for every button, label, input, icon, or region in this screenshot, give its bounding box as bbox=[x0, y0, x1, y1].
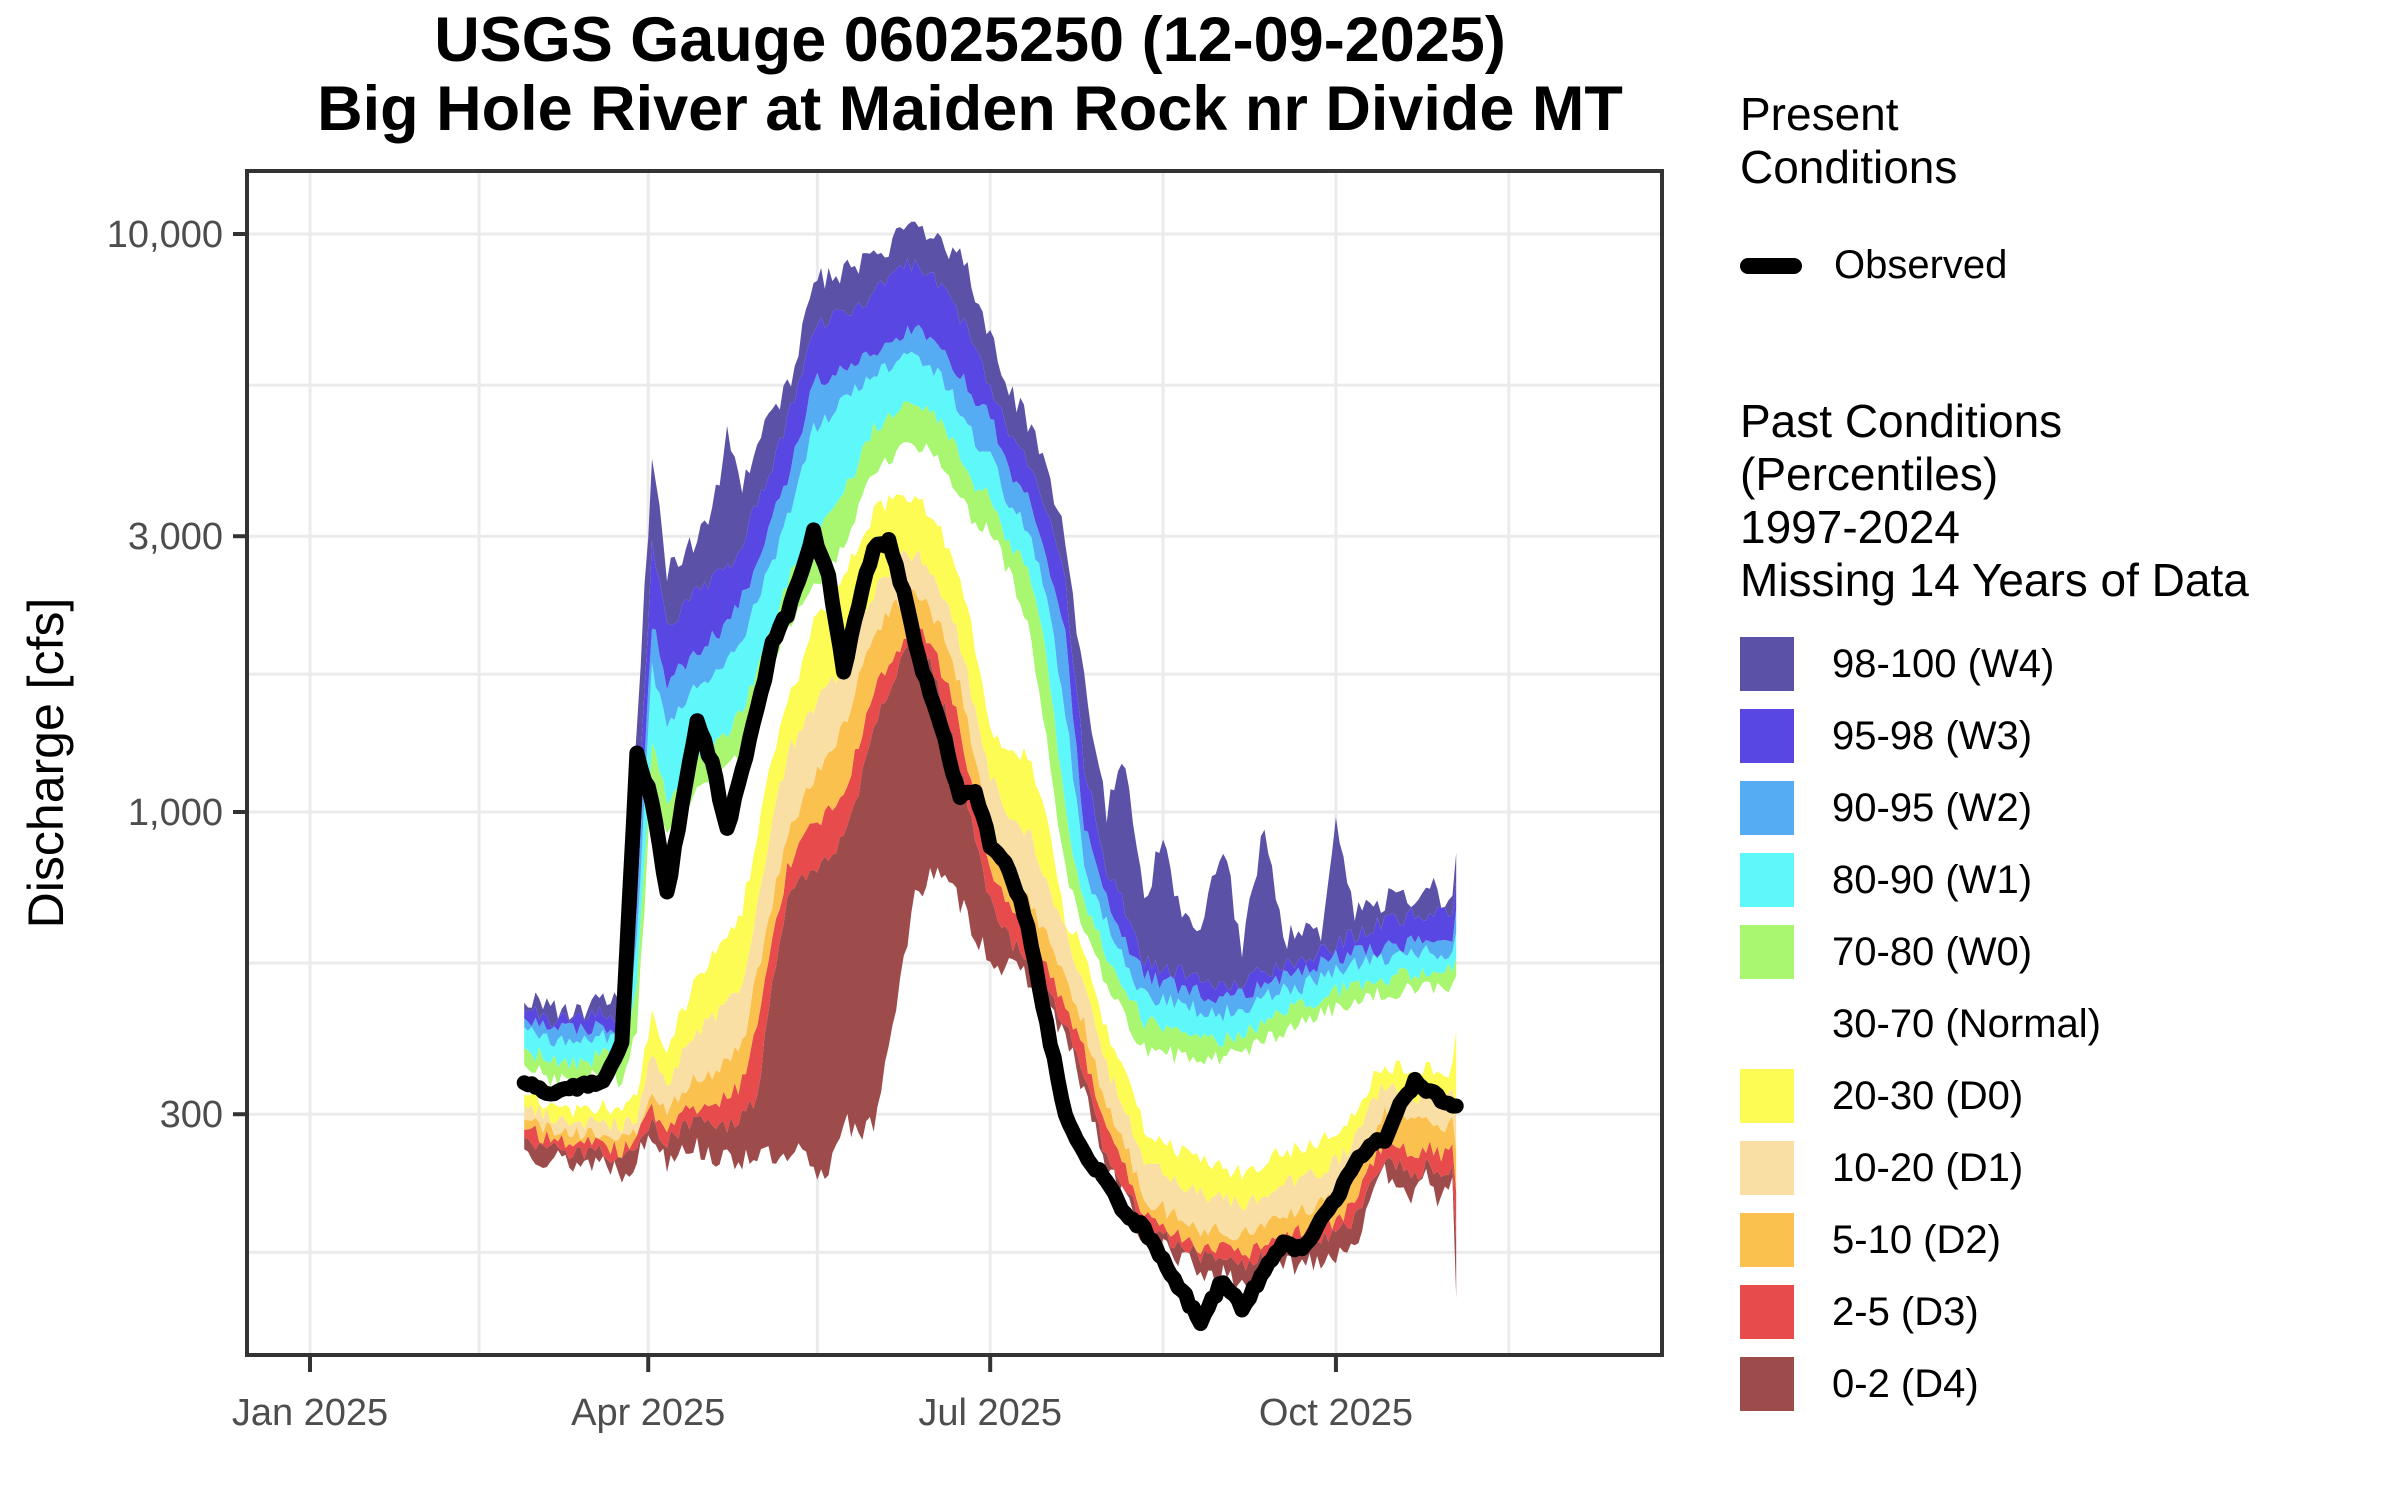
y-tick-label: 300 bbox=[160, 1094, 223, 1136]
legend-item-80-90-w1-: 80-90 (W1) bbox=[1740, 844, 2101, 916]
legend-item-0-2-d4-: 0-2 (D4) bbox=[1740, 1348, 2101, 1420]
chart-title-line1: USGS Gauge 06025250 (12-09-2025) bbox=[434, 5, 1506, 75]
legend-item-10-20-d1-: 10-20 (D1) bbox=[1740, 1132, 2101, 1204]
percentile-band-p98-p100 bbox=[524, 221, 1457, 1027]
legend-swatch bbox=[1740, 709, 1794, 763]
legend-item-95-98-w3-: 95-98 (W3) bbox=[1740, 700, 2101, 772]
legend-item-label: 20-30 (D0) bbox=[1832, 1073, 2024, 1118]
legend-item-70-80-w0-: 70-80 (W0) bbox=[1740, 916, 2101, 988]
chart-title-line2: Big Hole River at Maiden Rock nr Divide … bbox=[317, 74, 1623, 144]
x-tick-label: Oct 2025 bbox=[1259, 1392, 1413, 1434]
legend-item-label: 90-95 (W2) bbox=[1832, 785, 2033, 830]
percentile-band-p80-p90 bbox=[524, 351, 1457, 1070]
legend-item-label: 0-2 (D4) bbox=[1832, 1361, 1979, 1406]
legend-item-label: 2-5 (D3) bbox=[1832, 1289, 1979, 1334]
legend-swatch bbox=[1740, 1357, 1794, 1411]
y-tick-label: 1,000 bbox=[128, 792, 223, 834]
legend-swatch bbox=[1740, 1069, 1794, 1123]
legend-item-2-5-d3-: 2-5 (D3) bbox=[1740, 1276, 2101, 1348]
y-tick-label: 3,000 bbox=[128, 516, 223, 558]
legend-item-label: 5-10 (D2) bbox=[1832, 1217, 2001, 1262]
legend-swatch bbox=[1740, 781, 1794, 835]
percentile-band-p30-p70 bbox=[524, 442, 1457, 1180]
legend-item-label: 10-20 (D1) bbox=[1832, 1145, 2024, 1190]
legend-item-30-70-normal-: 30-70 (Normal) bbox=[1740, 988, 2101, 1060]
legend-item-5-10-d2-: 5-10 (D2) bbox=[1740, 1204, 2101, 1276]
percentile-band-p95-p98 bbox=[524, 258, 1457, 1036]
legend-swatch bbox=[1740, 1141, 1794, 1195]
observed-line bbox=[516, 522, 1464, 1331]
legend-swatch bbox=[1740, 1213, 1794, 1267]
legend-item-20-30-d0-: 20-30 (D0) bbox=[1740, 1060, 2101, 1132]
x-tick-label: Jul 2025 bbox=[918, 1392, 1062, 1434]
legend-item-label: 95-98 (W3) bbox=[1832, 713, 2033, 758]
legend-swatch bbox=[1740, 637, 1794, 691]
plot-border bbox=[245, 169, 1664, 1357]
legend-swatch bbox=[1740, 853, 1794, 907]
legend-observed-row: Observed bbox=[1740, 243, 2007, 288]
legend-item-label: 30-70 (Normal) bbox=[1832, 1001, 2101, 1046]
observed-line-key bbox=[1740, 257, 1802, 274]
y-tick-label: 10,000 bbox=[107, 214, 223, 256]
legend-item-label: 70-80 (W0) bbox=[1832, 929, 2033, 974]
x-tick-label: Apr 2025 bbox=[571, 1392, 725, 1434]
legend-percentile-items: 98-100 (W4) 95-98 (W3) 90-95 (W2) 80-90 (W1… bbox=[1740, 628, 2101, 1420]
percentile-band-p0-p2 bbox=[524, 638, 1457, 1299]
legend-past-title: Past Conditions (Percentiles) 1997-2024 … bbox=[1740, 395, 2249, 606]
observed-label: Observed bbox=[1834, 243, 2008, 287]
legend-item-98-100-w4-: 98-100 (W4) bbox=[1740, 628, 2101, 700]
legend-swatch bbox=[1740, 1285, 1794, 1339]
legend-item-label: 98-100 (W4) bbox=[1832, 641, 2055, 686]
legend-item-label: 80-90 (W1) bbox=[1832, 857, 2033, 902]
legend-present-title: Present Conditions bbox=[1740, 88, 1958, 193]
chart-title: USGS Gauge 06025250 (12-09-2025) Big Hol… bbox=[200, 6, 1740, 144]
legend-item-90-95-w2-: 90-95 (W2) bbox=[1740, 772, 2101, 844]
x-tick-label: Jan 2025 bbox=[232, 1392, 388, 1434]
legend-swatch bbox=[1740, 925, 1794, 979]
legend-swatch bbox=[1740, 997, 1794, 1051]
